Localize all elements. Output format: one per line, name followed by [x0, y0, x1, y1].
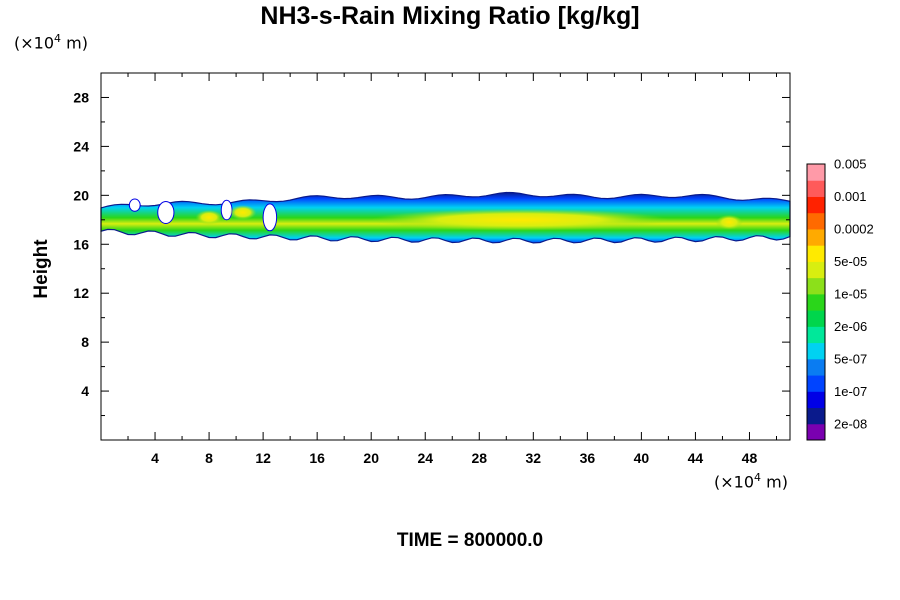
- y-axis-unit: (×104 m): [14, 32, 88, 52]
- y-unit-prefix: (×10: [14, 33, 55, 53]
- peak-core: [371, 208, 669, 231]
- colorbar-label: 0.001: [834, 189, 867, 204]
- y-tick-label: 28: [73, 89, 89, 105]
- colorbar-swatch: [807, 407, 825, 425]
- colorbar-label: 1e-07: [834, 384, 867, 399]
- colorbar: 2e-08 1e-07 5e-07 2e-06 1e-05 5e-05 0.0002 0.00…: [806, 157, 874, 441]
- time-label: TIME = 800000.0: [396, 530, 544, 551]
- x-tick-label: 48: [742, 450, 758, 466]
- colorbar-swatch: [807, 196, 825, 214]
- y-tick-label: 16: [73, 236, 89, 252]
- y-tick-label: 24: [73, 138, 89, 154]
- colorbar-swatch: [807, 391, 825, 409]
- local-core: [715, 214, 743, 230]
- colorbar-label: 2e-06: [834, 319, 867, 334]
- y-tick-label: 20: [73, 187, 89, 203]
- colorbar-swatch: [807, 358, 825, 376]
- local-core: [229, 205, 257, 220]
- x-tick-label: 44: [688, 450, 704, 466]
- y-unit-suffix: m): [61, 33, 88, 53]
- layer-gap: [157, 200, 175, 224]
- layer-gap: [128, 198, 141, 212]
- y-tick-label: 4: [81, 383, 89, 399]
- mixing-ratio-layer: [100, 191, 791, 244]
- colorbar-swatch: [807, 180, 825, 197]
- colorbar-swatch: [807, 423, 825, 441]
- local-core: [195, 210, 223, 225]
- x-tick-label: 24: [417, 450, 433, 466]
- colorbar-label: 0.005: [834, 157, 867, 172]
- colorbar-swatch: [807, 326, 825, 344]
- x-tick-label: 40: [634, 450, 650, 466]
- x-tick-label: 4: [151, 450, 159, 466]
- colorbar-swatch: [807, 245, 825, 262]
- colorbar-label: 0.0002: [834, 221, 874, 236]
- x-unit-suffix: m): [761, 472, 788, 492]
- y-tick-label: 12: [73, 285, 89, 301]
- colorbar-swatch: [807, 375, 825, 392]
- x-tick-label: 20: [363, 450, 379, 466]
- colorbar-label: 5e-07: [834, 351, 867, 366]
- layer-gap: [262, 203, 278, 232]
- x-tick-label: 36: [580, 450, 596, 466]
- colorbar-swatch: [807, 342, 825, 360]
- colorbar-swatch: [807, 212, 825, 230]
- x-tick-label: 16: [309, 450, 325, 466]
- x-unit-prefix: (×10: [714, 472, 755, 492]
- x-tick-label: 32: [526, 450, 542, 466]
- plot-frame: [100, 72, 791, 441]
- colorbar-frame: [806, 163, 826, 441]
- colorbar-swatch: [807, 293, 825, 311]
- colorbar-label: 5e-05: [834, 254, 867, 269]
- x-tick-label: 12: [255, 450, 271, 466]
- y-unit-exponent: 4: [54, 32, 62, 45]
- x-axis-unit: (×104 m): [714, 471, 788, 491]
- y-tick-label: 8: [81, 334, 89, 350]
- x-unit-exponent: 4: [754, 471, 762, 484]
- colorbar-swatch: [807, 261, 825, 279]
- colorbar-swatch: [807, 310, 825, 327]
- chart-title: NH3-s-Rain Mixing Ratio [kg/kg]: [260, 2, 640, 30]
- colorbar-swatch: [807, 277, 825, 295]
- x-tick-label: 8: [205, 450, 213, 466]
- colorbar-label: 1e-05: [834, 286, 867, 301]
- x-tick-label: 28: [471, 450, 487, 466]
- colorbar-swatch: [807, 164, 825, 181]
- colorbar-label: 2e-08: [834, 416, 867, 431]
- colorbar-swatch: [807, 228, 825, 246]
